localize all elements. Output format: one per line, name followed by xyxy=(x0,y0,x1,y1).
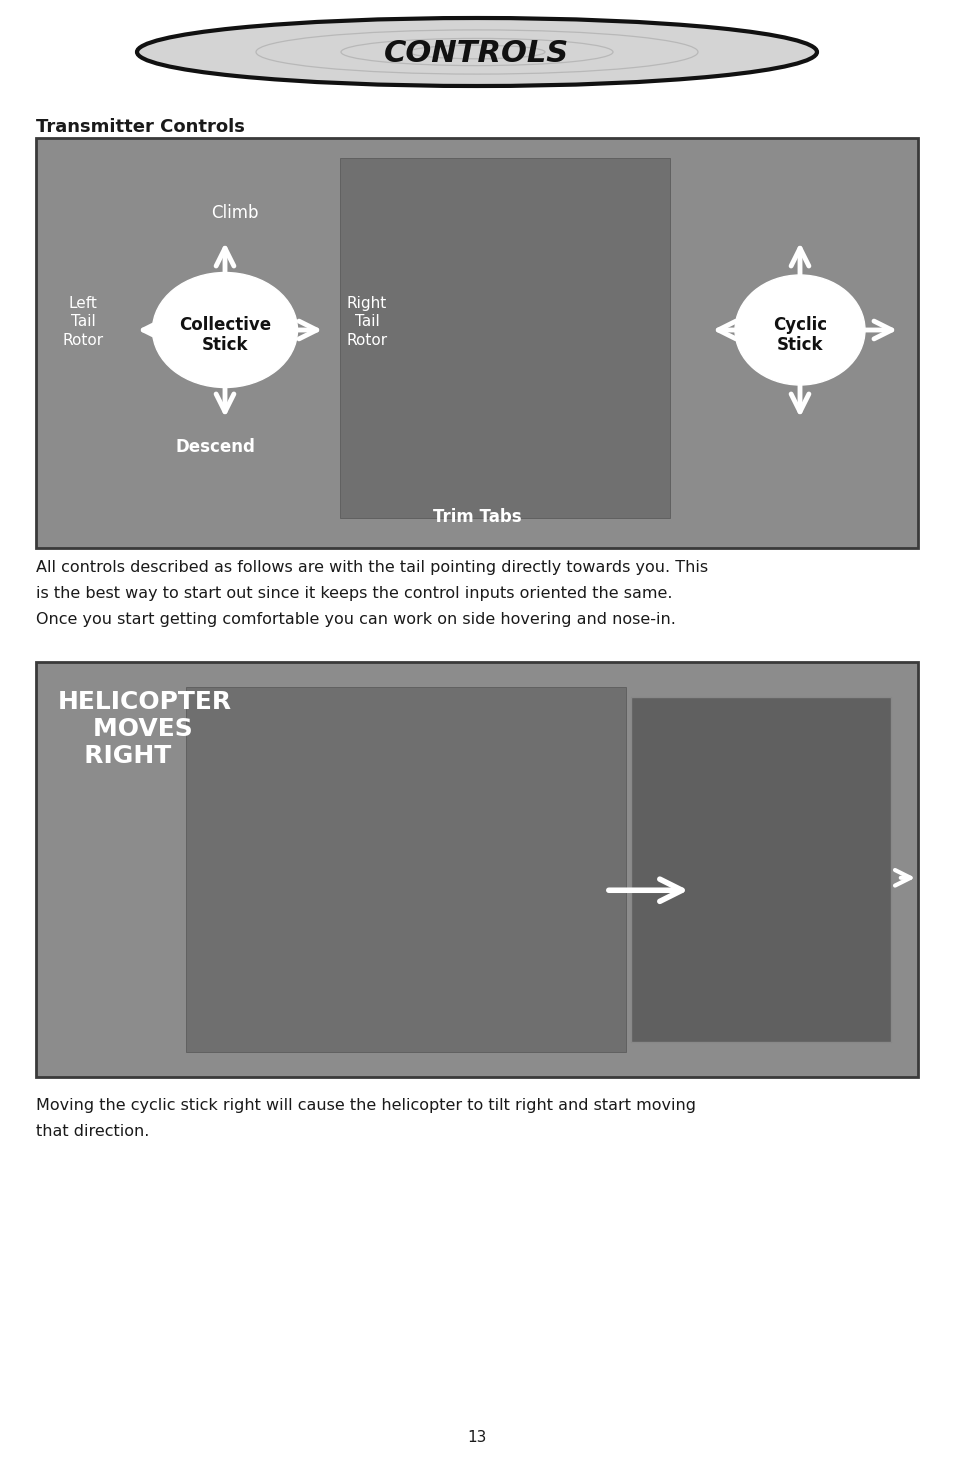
Text: Collective
Stick: Collective Stick xyxy=(179,316,271,354)
FancyBboxPatch shape xyxy=(186,687,625,1052)
Ellipse shape xyxy=(137,18,816,86)
Text: Trim Tabs: Trim Tabs xyxy=(433,507,520,527)
Ellipse shape xyxy=(734,274,864,385)
Text: that direction.: that direction. xyxy=(36,1124,150,1139)
Text: All controls described as follows are with the tail pointing directly towards yo: All controls described as follows are wi… xyxy=(36,560,707,575)
Text: Right
Tail
Rotor: Right Tail Rotor xyxy=(346,296,387,348)
Ellipse shape xyxy=(152,273,297,388)
FancyBboxPatch shape xyxy=(339,158,669,518)
Text: CONTROLS: CONTROLS xyxy=(384,40,569,68)
Text: Moving the cyclic stick right will cause the helicopter to tilt right and start : Moving the cyclic stick right will cause… xyxy=(36,1097,696,1114)
Text: Transmitter Controls: Transmitter Controls xyxy=(36,118,245,136)
Text: HELICOPTER
    MOVES
   RIGHT: HELICOPTER MOVES RIGHT xyxy=(58,690,232,767)
Text: is the best way to start out since it keeps the control inputs oriented the same: is the best way to start out since it ke… xyxy=(36,586,672,600)
Text: Cyclic
Stick: Cyclic Stick xyxy=(772,316,826,354)
Text: 13: 13 xyxy=(467,1429,486,1445)
Text: Descend: Descend xyxy=(175,438,254,456)
FancyBboxPatch shape xyxy=(36,139,917,549)
FancyBboxPatch shape xyxy=(630,698,890,1041)
Text: Once you start getting comfortable you can work on side hovering and nose-in.: Once you start getting comfortable you c… xyxy=(36,612,675,627)
FancyBboxPatch shape xyxy=(36,662,917,1077)
Text: Climb: Climb xyxy=(211,204,258,223)
Text: Left
Tail
Rotor: Left Tail Rotor xyxy=(62,296,104,348)
